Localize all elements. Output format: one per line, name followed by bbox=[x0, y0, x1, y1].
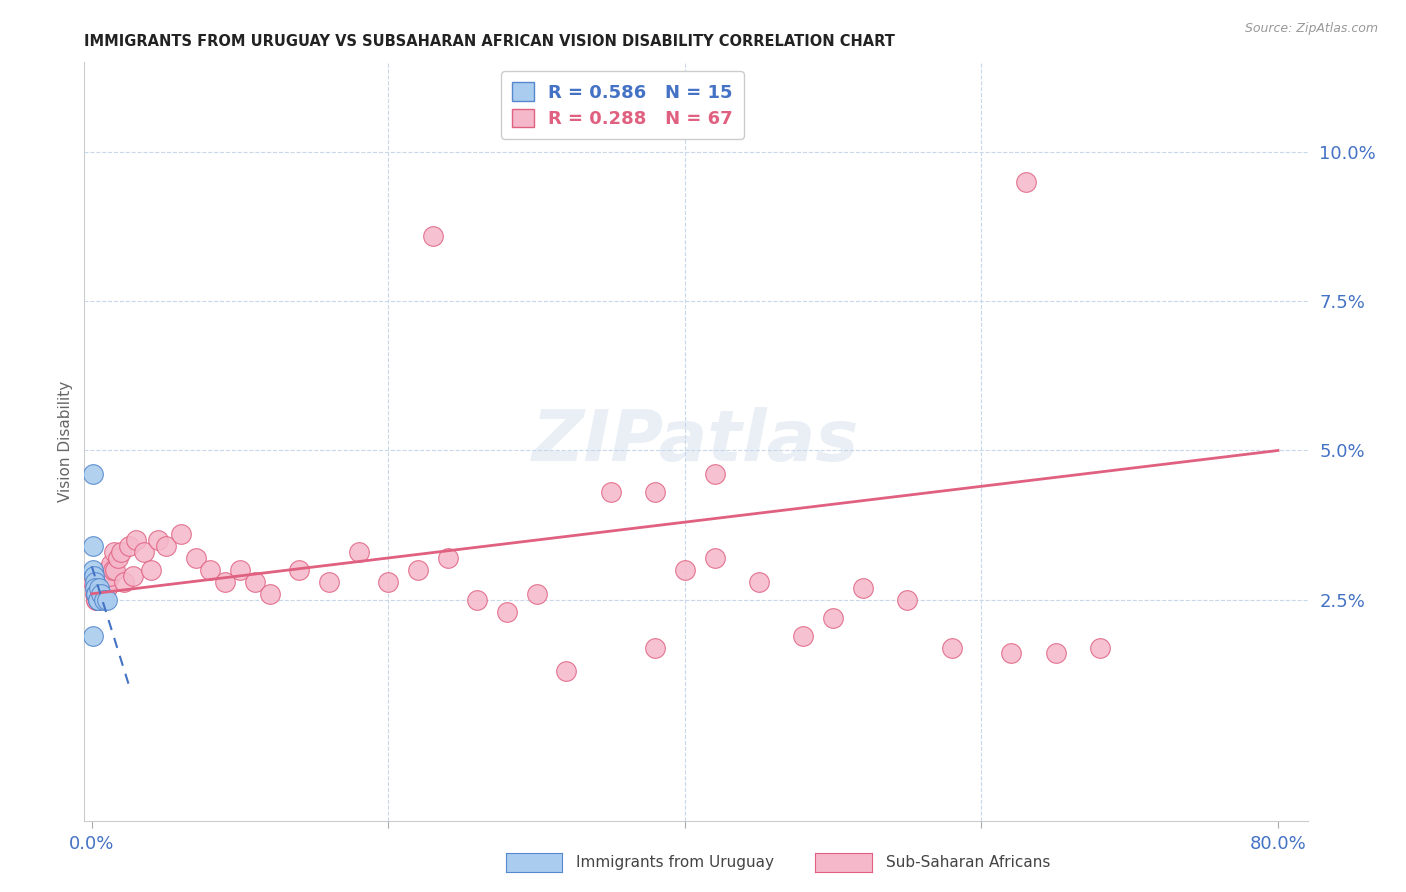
Sub-Saharan Africans bbox=[673, 563, 696, 577]
Sub-Saharan Africans bbox=[229, 563, 252, 577]
Sub-Saharan Africans bbox=[94, 569, 117, 583]
Sub-Saharan Africans bbox=[107, 551, 129, 566]
Text: Source: ZipAtlas.com: Source: ZipAtlas.com bbox=[1244, 22, 1378, 36]
Immigrants from Uruguay bbox=[82, 467, 104, 482]
Sub-Saharan Africans bbox=[104, 563, 127, 577]
Sub-Saharan Africans bbox=[118, 539, 141, 553]
Sub-Saharan Africans bbox=[170, 527, 193, 541]
Sub-Saharan Africans bbox=[103, 545, 125, 559]
Sub-Saharan Africans bbox=[86, 592, 108, 607]
Sub-Saharan Africans bbox=[112, 574, 135, 589]
Sub-Saharan Africans bbox=[823, 610, 845, 624]
Sub-Saharan Africans bbox=[214, 574, 236, 589]
Text: Sub-Saharan Africans: Sub-Saharan Africans bbox=[886, 855, 1050, 870]
Immigrants from Uruguay bbox=[84, 587, 107, 601]
Immigrants from Uruguay bbox=[83, 569, 105, 583]
Sub-Saharan Africans bbox=[132, 545, 155, 559]
Sub-Saharan Africans bbox=[496, 605, 519, 619]
Sub-Saharan Africans bbox=[792, 629, 814, 643]
Sub-Saharan Africans bbox=[122, 569, 145, 583]
Sub-Saharan Africans bbox=[89, 592, 111, 607]
Sub-Saharan Africans bbox=[110, 545, 132, 559]
Sub-Saharan Africans bbox=[748, 574, 770, 589]
Text: IMMIGRANTS FROM URUGUAY VS SUBSAHARAN AFRICAN VISION DISABILITY CORRELATION CHAR: IMMIGRANTS FROM URUGUAY VS SUBSAHARAN AF… bbox=[84, 34, 896, 49]
Sub-Saharan Africans bbox=[896, 592, 918, 607]
Y-axis label: Vision Disability: Vision Disability bbox=[58, 381, 73, 502]
Sub-Saharan Africans bbox=[96, 581, 118, 595]
Sub-Saharan Africans bbox=[436, 551, 458, 566]
Sub-Saharan Africans bbox=[259, 587, 281, 601]
Sub-Saharan Africans bbox=[155, 539, 177, 553]
Sub-Saharan Africans bbox=[644, 640, 666, 655]
Sub-Saharan Africans bbox=[89, 581, 111, 595]
Immigrants from Uruguay bbox=[86, 592, 108, 607]
Sub-Saharan Africans bbox=[97, 563, 120, 577]
Sub-Saharan Africans bbox=[941, 640, 963, 655]
Immigrants from Uruguay bbox=[83, 581, 105, 595]
Sub-Saharan Africans bbox=[125, 533, 148, 547]
Sub-Saharan Africans bbox=[184, 551, 207, 566]
Sub-Saharan Africans bbox=[84, 592, 107, 607]
Sub-Saharan Africans bbox=[82, 574, 104, 589]
Immigrants from Uruguay bbox=[82, 563, 104, 577]
Sub-Saharan Africans bbox=[93, 581, 115, 595]
Immigrants from Uruguay bbox=[84, 587, 107, 601]
Sub-Saharan Africans bbox=[101, 563, 124, 577]
Immigrants from Uruguay bbox=[82, 539, 104, 553]
Immigrants from Uruguay bbox=[86, 592, 108, 607]
Sub-Saharan Africans bbox=[1045, 647, 1067, 661]
Sub-Saharan Africans bbox=[83, 587, 105, 601]
Immigrants from Uruguay bbox=[89, 581, 111, 595]
Sub-Saharan Africans bbox=[243, 574, 266, 589]
Sub-Saharan Africans bbox=[91, 574, 114, 589]
Sub-Saharan Africans bbox=[100, 557, 122, 571]
Sub-Saharan Africans bbox=[148, 533, 170, 547]
Immigrants from Uruguay bbox=[90, 587, 112, 601]
Sub-Saharan Africans bbox=[703, 551, 725, 566]
Sub-Saharan Africans bbox=[200, 563, 222, 577]
Immigrants from Uruguay bbox=[83, 574, 105, 589]
Sub-Saharan Africans bbox=[288, 563, 311, 577]
Sub-Saharan Africans bbox=[86, 587, 108, 601]
Sub-Saharan Africans bbox=[852, 581, 875, 595]
Sub-Saharan Africans bbox=[555, 665, 578, 679]
Text: ZIPatlas: ZIPatlas bbox=[533, 407, 859, 476]
Sub-Saharan Africans bbox=[139, 563, 162, 577]
Sub-Saharan Africans bbox=[90, 574, 112, 589]
Sub-Saharan Africans bbox=[377, 574, 399, 589]
Sub-Saharan Africans bbox=[422, 228, 444, 243]
Sub-Saharan Africans bbox=[84, 592, 107, 607]
Sub-Saharan Africans bbox=[703, 467, 725, 482]
Sub-Saharan Africans bbox=[1088, 640, 1111, 655]
Sub-Saharan Africans bbox=[465, 592, 488, 607]
Sub-Saharan Africans bbox=[98, 569, 121, 583]
Immigrants from Uruguay bbox=[96, 592, 118, 607]
Legend: R = 0.586   N = 15, R = 0.288   N = 67: R = 0.586 N = 15, R = 0.288 N = 67 bbox=[502, 71, 744, 139]
Sub-Saharan Africans bbox=[90, 587, 112, 601]
Sub-Saharan Africans bbox=[93, 587, 115, 601]
Immigrants from Uruguay bbox=[93, 592, 115, 607]
Sub-Saharan Africans bbox=[96, 574, 118, 589]
Sub-Saharan Africans bbox=[599, 485, 621, 500]
Text: Immigrants from Uruguay: Immigrants from Uruguay bbox=[576, 855, 775, 870]
Sub-Saharan Africans bbox=[318, 574, 340, 589]
Immigrants from Uruguay bbox=[82, 629, 104, 643]
Sub-Saharan Africans bbox=[406, 563, 429, 577]
Sub-Saharan Africans bbox=[644, 485, 666, 500]
Sub-Saharan Africans bbox=[1000, 647, 1022, 661]
Sub-Saharan Africans bbox=[1015, 175, 1038, 189]
Sub-Saharan Africans bbox=[526, 587, 548, 601]
Sub-Saharan Africans bbox=[347, 545, 370, 559]
Sub-Saharan Africans bbox=[83, 581, 105, 595]
